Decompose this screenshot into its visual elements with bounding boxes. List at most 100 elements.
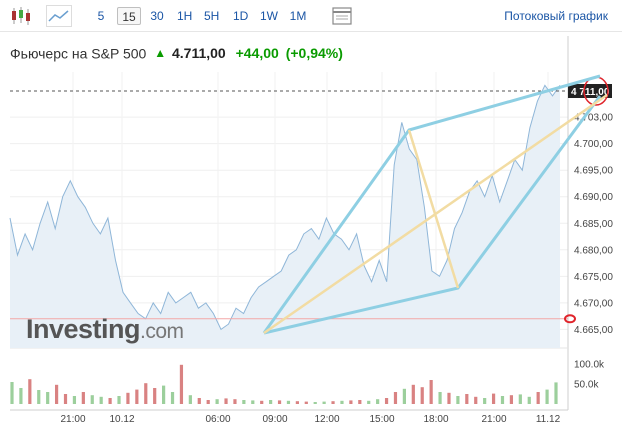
volume-bar [233,399,237,404]
volume-bar [206,400,210,404]
volume-bar [242,400,246,404]
timeframe-15[interactable]: 15 [117,7,141,25]
volume-bar [277,400,282,404]
volume-bar [491,393,496,404]
volume-bar [295,401,299,404]
x-tick-label: 15:00 [369,414,394,425]
investing-logo: Investing.com [26,314,184,344]
volume-bar [19,388,23,404]
volume-bar [126,392,130,404]
volume-bar [518,394,522,404]
chart-settings-icon[interactable] [329,5,355,27]
volume-bar [500,396,505,404]
volume-bar [474,396,478,404]
volume-bar [135,389,139,404]
x-tick-label: 11.12 [536,414,561,425]
price-area [10,85,560,349]
volume-bar [527,396,531,404]
timeframe-1h[interactable]: 1H [177,9,193,23]
x-tick-label: 10.12 [109,414,134,425]
volume-bar [81,392,85,404]
volume-bar [63,394,68,404]
x-tick-label: 12:00 [314,414,339,425]
volume-bar [117,396,121,404]
volume-bar [367,400,371,404]
volume-bar [331,401,335,404]
timeframe-30[interactable]: 30 [150,9,164,23]
volume-bar [393,392,398,404]
volume-bar [358,400,362,404]
volume-bar [179,364,184,404]
volume-bar [545,389,549,404]
volume-bar [215,399,219,404]
volume-bar [251,400,255,404]
volume-bar [376,399,380,404]
y-tick-label: 4.680,00 [574,245,613,256]
current-price-box [568,84,612,98]
volume-bar [554,382,558,404]
volume-bar [90,395,94,404]
volume-bar [162,385,166,404]
volume-bar [72,396,77,404]
up-arrow-icon: ▲ [154,46,167,61]
timeframe-5[interactable]: 5 [97,9,105,23]
volume-bar [108,398,112,404]
volume-tick-label: 50.0k [574,380,599,391]
y-tick-label: 4.675,00 [574,272,613,283]
price-line [9,84,561,331]
volume-bar [536,392,540,404]
volume-bar [483,398,487,404]
volume-bar [447,392,451,404]
pattern-inner-leg [407,129,460,289]
volume-bar [420,387,424,404]
volume-bar [349,400,353,404]
timeframe-1w[interactable]: 1W [260,9,278,23]
volume-bar [188,395,192,404]
volume-bar [46,392,50,404]
y-tick-label: 4.665,00 [574,325,613,336]
volume-bar [313,402,317,404]
x-tick-label: 18:00 [423,414,448,425]
volume-bar [322,401,326,404]
x-tick-label: 06:00 [205,414,230,425]
volume-bar [54,384,59,404]
volume-bar [465,394,469,404]
volume-bar [144,383,148,404]
y-tick-label: 4.703,00 [574,113,613,124]
instrument-header: Фьючерс на S&P 500 ▲ 4.711,00 +44,00 (+0… [10,44,343,64]
volume-bar [384,398,389,404]
volume-bar [411,384,415,404]
instrument-change-pct: (+0,94%) [285,45,343,62]
current-price-label: 4 711,00 [571,87,610,98]
volume-bar [304,401,308,404]
timeframe-1d[interactable]: 1D [233,9,249,23]
volume-bar [438,392,442,404]
x-tick-label: 21:00 [60,414,85,425]
volume-bar [509,395,514,404]
volume-bar [224,398,228,404]
instrument-change: +44,00 [235,45,279,62]
timeframe-1m[interactable]: 1M [289,9,307,23]
y-tick-label: 4.670,00 [574,298,613,309]
y-tick-label: 4.690,00 [574,192,613,203]
streaming-chart-link[interactable]: Потоковый график [504,9,608,23]
volume-bar [170,392,175,404]
volume-bar [153,388,157,404]
timeframe-5h[interactable]: 5H [204,9,220,23]
volume-bar [429,380,433,404]
volume-bar [10,382,14,404]
volume-bar [402,388,406,404]
volume-bar [269,400,273,404]
volume-bar [28,379,32,404]
chart-toolbar: 5 15 30 1H 5H 1D 1W 1M Потоковый график [0,0,622,32]
area-chart-icon[interactable] [46,5,72,27]
candlestick-chart-icon[interactable] [8,5,34,27]
reference-marker [564,314,576,324]
volume-bar [456,396,460,404]
volume-bar [37,390,41,404]
volume-bar [99,396,103,404]
y-tick-label: 4.685,00 [574,219,613,230]
instrument-name: Фьючерс на S&P 500 [10,45,147,62]
y-tick-label: 4.700,00 [574,139,613,150]
